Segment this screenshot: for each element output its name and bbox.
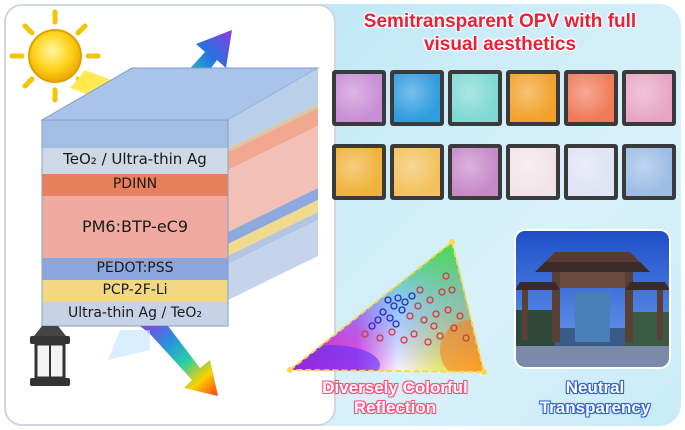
layer-label-ag-teo2: Ultra-thin Ag / TeO₂ — [67, 305, 203, 321]
opv-sample-swatch — [506, 70, 560, 126]
layer-label-active: PM6:BTP-eC9 — [81, 217, 189, 236]
opv-sample-swatch — [564, 144, 618, 200]
opv-sample-swatch — [390, 144, 444, 200]
opv-sample-swatch — [448, 144, 502, 200]
opv-sample-swatch — [564, 70, 618, 126]
opv-sample-swatch — [390, 70, 444, 126]
opv-sample-swatch — [448, 70, 502, 126]
transparency-label-line-2: Transparency — [539, 398, 651, 417]
reflection-label-line-2: Reflection — [353, 398, 437, 417]
layer-label-pcp: PCP-2F-Li — [102, 282, 168, 298]
title-line-2: visual aesthetics — [423, 34, 577, 55]
title-line-1: Semitransparent OPV with full — [363, 11, 637, 32]
transmitted-rainbow-arrow — [140, 326, 218, 396]
layer-label-pedot: PEDOT:PSS — [96, 260, 174, 276]
opv-sample-swatch — [622, 70, 676, 126]
figure-title: Semitransparent OPV with full visual aes… — [335, 10, 665, 56]
chromaticity-triangle — [287, 239, 487, 375]
transparency-label-line-1: Neutral — [565, 378, 625, 397]
opv-sample-swatch — [622, 144, 676, 200]
layer-label-teo2-ag: TeO₂ / Ultra-thin Ag — [63, 150, 207, 168]
opv-sample-swatch — [332, 70, 386, 126]
transmitted-glow — [108, 330, 150, 360]
reflection-label-line-1: Diversely Colorful — [322, 378, 468, 397]
reflection-label: Diversely Colorful Reflection — [300, 378, 490, 418]
opv-sample-swatch — [506, 144, 560, 200]
opv-sample-swatch — [332, 144, 386, 200]
lantern-icon — [30, 326, 70, 386]
transparency-label: Neutral Transparency — [520, 378, 670, 418]
neutral-transparency-photo — [515, 230, 670, 368]
device-stack — [40, 67, 320, 327]
layer-label-pdinn: PDINN — [112, 176, 158, 192]
